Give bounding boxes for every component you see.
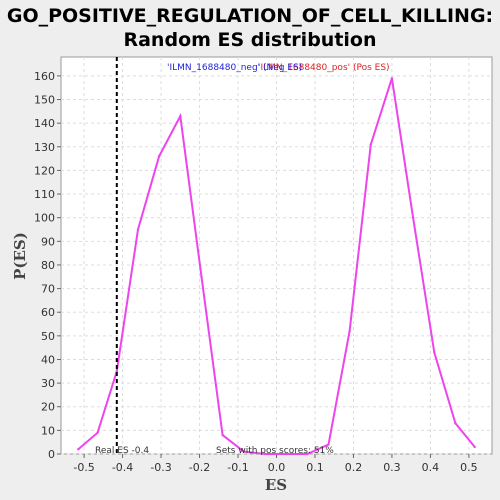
data-point bbox=[242, 450, 245, 453]
chart-title-line2: Random ES distribution bbox=[123, 29, 376, 51]
y-axis-label: P(ES) bbox=[11, 232, 29, 280]
y-tick-label: 130 bbox=[34, 141, 55, 154]
data-point bbox=[284, 452, 288, 456]
data-point bbox=[369, 143, 372, 146]
data-point bbox=[306, 452, 309, 456]
x-tick-label: 0.2 bbox=[345, 461, 363, 474]
grid bbox=[61, 57, 492, 455]
x-tick-label: 0.3 bbox=[383, 461, 401, 474]
data-point bbox=[221, 433, 224, 437]
x-tick-label: -0.1 bbox=[227, 461, 248, 474]
y-tick-label: 150 bbox=[34, 94, 55, 107]
x-tick-label: 0.5 bbox=[460, 461, 478, 474]
data-point bbox=[77, 448, 80, 451]
x-tick-label: 0.1 bbox=[306, 461, 324, 474]
y-tick-label: 40 bbox=[41, 353, 55, 366]
x-tick-label: 0.0 bbox=[268, 461, 286, 474]
y-tick-label: 80 bbox=[41, 259, 55, 272]
x-tick-label: -0.4 bbox=[112, 461, 133, 474]
data-point bbox=[348, 329, 351, 333]
y-tick-label: 100 bbox=[34, 212, 55, 225]
real-es-annotation: Real ES -0.4 bbox=[95, 446, 149, 456]
data-point bbox=[411, 216, 415, 219]
y-tick-label: 0 bbox=[48, 448, 55, 461]
x-tick-label: -0.5 bbox=[73, 461, 94, 474]
chart-title-line1: GO_POSITIVE_REGULATION_OF_CELL_KILLING: bbox=[7, 5, 493, 27]
data-point bbox=[179, 114, 182, 118]
y-tick-label: 30 bbox=[41, 377, 55, 390]
data-point bbox=[96, 431, 99, 434]
x-axis-label: ES bbox=[265, 476, 287, 494]
x-tick-label: -0.2 bbox=[189, 461, 210, 474]
legend-pos-entry: 'ILMN_1688480_pos' (Pos ES) bbox=[258, 63, 390, 73]
y-tick-label: 50 bbox=[41, 330, 55, 343]
data-point bbox=[433, 351, 436, 354]
y-tick-label: 160 bbox=[34, 70, 55, 83]
data-point bbox=[115, 370, 118, 373]
data-point bbox=[327, 443, 330, 446]
data-point bbox=[390, 77, 394, 80]
data-point bbox=[473, 445, 476, 449]
series-layer bbox=[77, 77, 476, 456]
y-tick-label: 110 bbox=[34, 188, 55, 201]
x-tick-label: 0.4 bbox=[422, 461, 440, 474]
y-tick-label: 140 bbox=[34, 117, 55, 130]
y-tick-label: 70 bbox=[41, 283, 55, 296]
ticks: 0 10 20 30 40 50 60 70 80 90 100 110 120 130 140 150 160… bbox=[34, 70, 478, 474]
data-point bbox=[136, 228, 140, 231]
y-tick-label: 20 bbox=[41, 401, 55, 414]
data-point bbox=[200, 275, 203, 278]
y-tick-label: 10 bbox=[41, 424, 55, 437]
data-point bbox=[263, 452, 267, 456]
series-line bbox=[77, 77, 476, 455]
data-point bbox=[454, 422, 457, 425]
pos-scores-annotation: Sets with pos scores: 51% bbox=[216, 446, 334, 456]
data-point bbox=[157, 155, 161, 158]
y-tick-label: 60 bbox=[41, 306, 55, 319]
x-tick-label: -0.3 bbox=[150, 461, 171, 474]
y-tick-label: 120 bbox=[34, 164, 55, 177]
y-tick-label: 90 bbox=[41, 235, 55, 248]
legend-neg-entry: 'ILMN_1688480_neg' (Neg ES) bbox=[167, 63, 302, 73]
